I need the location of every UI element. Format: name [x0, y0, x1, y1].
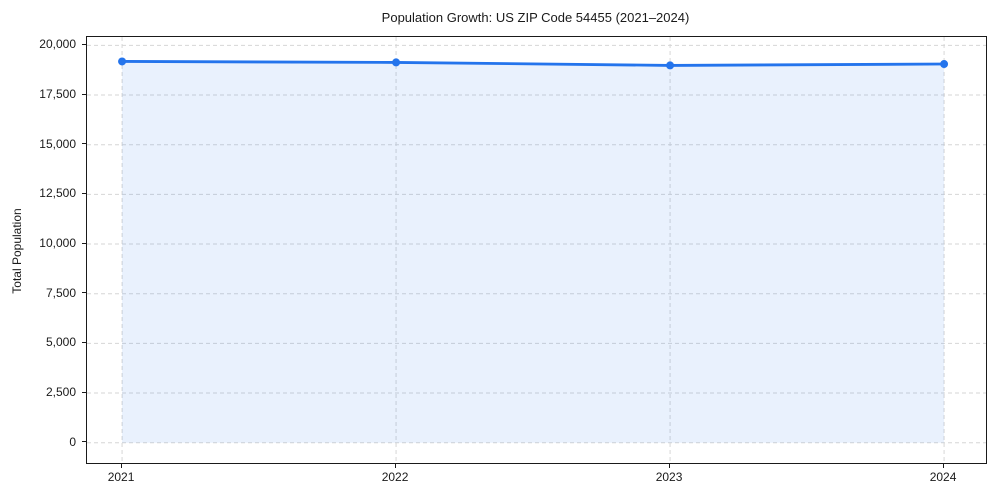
- chart-title: Population Growth: US ZIP Code 54455 (20…: [381, 10, 690, 25]
- data-point-marker: [392, 58, 401, 67]
- x-tick-label: 2022: [381, 470, 409, 484]
- y-tick-mark: [82, 143, 86, 145]
- x-tick-mark: [394, 464, 396, 468]
- y-tick-mark: [82, 242, 86, 244]
- data-point-marker: [940, 60, 949, 69]
- y-tick-label: 10,000: [39, 236, 76, 251]
- x-tick-label: 2024: [929, 470, 957, 484]
- x-tick-mark: [668, 464, 670, 468]
- y-axis-label-text: Total Population: [10, 208, 24, 294]
- y-tick-label: 12,500: [39, 186, 76, 201]
- x-tick-mark: [120, 464, 122, 468]
- y-tick-label: 7,500: [45, 285, 76, 300]
- y-tick-label: 2,500: [45, 385, 76, 400]
- y-tick-label: 15,000: [39, 136, 76, 151]
- y-tick-label: 0: [69, 434, 76, 449]
- y-tick-mark: [82, 341, 86, 343]
- area-fill: [122, 61, 945, 443]
- plot-area: [86, 36, 987, 464]
- y-tick-label: 20,000: [39, 37, 76, 52]
- data-point-marker: [118, 57, 127, 66]
- y-tick-label: 17,500: [39, 87, 76, 102]
- y-tick-label: 5,000: [45, 335, 76, 350]
- y-tick-mark: [82, 391, 86, 393]
- y-tick-mark: [82, 292, 86, 294]
- x-tick-mark: [942, 464, 944, 468]
- data-point-marker: [666, 61, 675, 70]
- y-tick-mark: [82, 43, 86, 45]
- population-line: [120, 60, 946, 67]
- x-tick-label: 2023: [655, 470, 683, 484]
- y-tick-mark: [82, 441, 86, 443]
- line-chart-svg: [87, 37, 986, 463]
- y-tick-mark: [82, 93, 86, 95]
- x-tick-label: 2021: [107, 470, 135, 484]
- y-tick-mark: [82, 192, 86, 194]
